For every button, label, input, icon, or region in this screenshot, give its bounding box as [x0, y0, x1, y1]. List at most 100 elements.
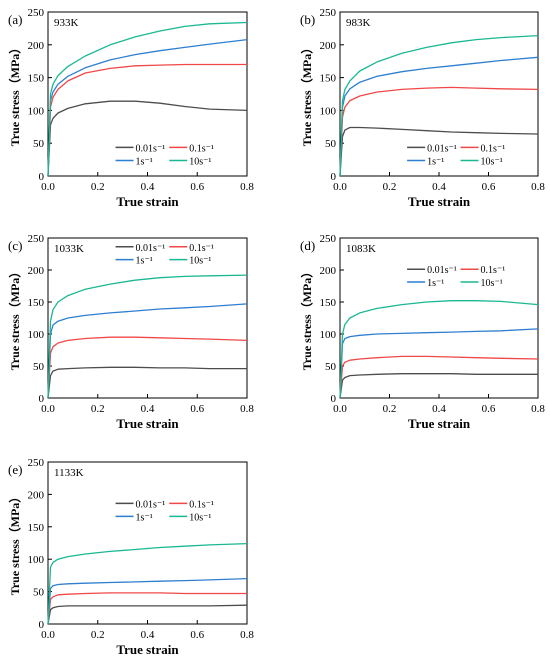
series-line-3 — [47, 38, 248, 177]
x-axis-label: True strain — [408, 194, 471, 209]
plot-frame — [47, 461, 248, 625]
legend-label: 1s⁻¹ — [427, 157, 444, 168]
y-tick-label: 250 — [28, 7, 45, 19]
x-tick-label: 0.4 — [432, 403, 446, 415]
series-line-1 — [339, 373, 538, 399]
y-tick-label: 50 — [33, 361, 45, 373]
legend-label: 10s⁻¹ — [189, 256, 211, 267]
x-tick-label: 0.4 — [432, 181, 446, 193]
x-tick-label: 0.8 — [531, 403, 545, 415]
series-line-4 — [47, 21, 248, 177]
y-tick-label: 200 — [28, 265, 45, 277]
series-line-4 — [47, 274, 248, 399]
y-tick-label: 0 — [331, 393, 337, 405]
y-tick-label: 100 — [28, 329, 45, 341]
temperature-annotation: 1033K — [54, 243, 84, 255]
temperature-annotation: 1083K — [346, 243, 376, 255]
x-tick-label: 0.6 — [190, 629, 204, 641]
y-tick-label: 0 — [39, 171, 45, 183]
legend-label: 1s⁻¹ — [136, 512, 153, 523]
x-tick-label: 0.8 — [240, 403, 254, 415]
y-tick-label: 50 — [325, 361, 337, 373]
y-tick-label: 150 — [320, 297, 337, 309]
legend-label: 0.1s⁻¹ — [481, 143, 506, 154]
y-axis-label: True stress（MPa） — [7, 266, 22, 371]
y-tick-label: 100 — [320, 329, 337, 341]
series-line-2 — [339, 355, 539, 399]
y-tick-label: 250 — [28, 457, 45, 469]
legend-label: 0.01s⁻¹ — [136, 143, 166, 154]
x-tick-label: 0.4 — [141, 403, 155, 415]
x-tick-label: 0.2 — [91, 629, 105, 641]
series-line-4 — [339, 34, 539, 177]
legend-label: 0.1s⁻¹ — [189, 499, 214, 510]
x-axis-label: True strain — [408, 416, 471, 431]
x-tick-label: 0.6 — [482, 403, 496, 415]
y-tick-label: 250 — [320, 7, 337, 19]
x-tick-label: 0.0 — [41, 403, 55, 415]
x-axis-label: True strain — [116, 194, 179, 209]
legend-label: 10s⁻¹ — [481, 157, 503, 168]
x-tick-label: 0.2 — [91, 181, 105, 193]
y-tick-label: 150 — [320, 73, 337, 85]
x-axis-label: True strain — [116, 642, 179, 657]
series-line-4 — [339, 300, 539, 399]
x-tick-label: 0.0 — [333, 181, 347, 193]
y-tick-label: 200 — [28, 40, 45, 52]
legend-label: 10s⁻¹ — [481, 278, 503, 289]
series-line-1 — [47, 604, 248, 625]
chart-panel-1: 0.0 0.2 0.4 0.6 0.8 0 50 100 150 200 250 True strai… — [7, 7, 254, 209]
legend-label: 1s⁻¹ — [427, 278, 444, 289]
panel-label: (b) — [300, 12, 315, 27]
x-axis-label: True strain — [116, 416, 179, 431]
legend-label: 10s⁻¹ — [189, 157, 211, 168]
x-tick-label: 0.0 — [333, 403, 347, 415]
y-tick-label: 200 — [320, 265, 337, 277]
x-tick-label: 0.0 — [41, 629, 55, 641]
series-line-1 — [47, 366, 247, 399]
y-tick-label: 150 — [28, 73, 45, 85]
panel-label: (d) — [300, 238, 315, 253]
y-tick-label: 100 — [28, 554, 45, 566]
chart-panel-2: 0.0 0.2 0.4 0.6 0.8 0 50 100 150 200 250 True strai… — [299, 7, 545, 209]
x-tick-label: 0.2 — [383, 181, 397, 193]
x-tick-label: 0.6 — [190, 181, 204, 193]
y-tick-label: 200 — [28, 489, 45, 501]
x-tick-label: 0.2 — [91, 403, 105, 415]
series-line-4 — [47, 542, 248, 625]
panel-label: (c) — [8, 238, 22, 253]
x-tick-label: 0.4 — [141, 629, 155, 641]
y-tick-label: 200 — [320, 40, 337, 52]
y-tick-label: 100 — [320, 105, 337, 117]
y-axis-label: True stress（MPa） — [299, 266, 314, 371]
legend-label: 0.01s⁻¹ — [427, 143, 457, 154]
legend-label: 0.01s⁻¹ — [427, 265, 457, 276]
x-tick-label: 0.8 — [240, 181, 254, 193]
series-line-3 — [339, 328, 539, 399]
y-tick-label: 250 — [28, 233, 45, 245]
legend-label: 1s⁻¹ — [136, 157, 153, 168]
legend-label: 10s⁻¹ — [189, 512, 211, 523]
legend-label: 0.01s⁻¹ — [136, 499, 166, 510]
legend-label: 1s⁻¹ — [136, 256, 153, 267]
y-axis-label: True stress（MPa） — [7, 491, 22, 596]
panel-label: (e) — [8, 462, 22, 477]
y-axis-label: True stress（MPa） — [7, 42, 22, 147]
panel-label: (a) — [8, 12, 22, 27]
legend-label: 0.1s⁻¹ — [189, 243, 214, 254]
y-tick-label: 0 — [39, 619, 45, 631]
series-line-2 — [47, 63, 247, 177]
x-tick-label: 0.8 — [531, 181, 545, 193]
series-line-2 — [47, 336, 248, 399]
y-tick-label: 250 — [320, 233, 337, 245]
x-tick-label: 0.6 — [482, 181, 496, 193]
series-line-3 — [339, 56, 539, 177]
temperature-annotation: 933K — [54, 17, 79, 29]
y-tick-label: 50 — [33, 587, 45, 599]
temperature-annotation: 983K — [346, 17, 371, 29]
y-tick-label: 100 — [28, 105, 45, 117]
y-tick-label: 150 — [28, 297, 45, 309]
series-line-2 — [47, 592, 247, 625]
y-tick-label: 50 — [33, 138, 45, 150]
